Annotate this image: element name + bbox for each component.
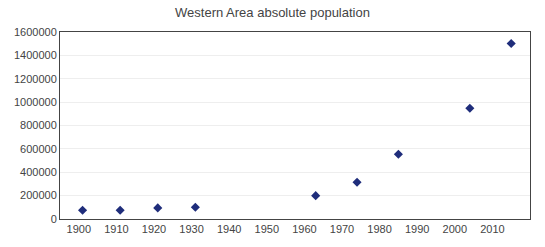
svg-text:1200000: 1200000	[14, 73, 57, 85]
svg-text:1980: 1980	[367, 223, 391, 235]
svg-text:1000000: 1000000	[14, 96, 57, 108]
svg-text:1950: 1950	[255, 223, 279, 235]
svg-text:1970: 1970	[330, 223, 354, 235]
svg-text:1400000: 1400000	[14, 49, 57, 61]
svg-text:2000: 2000	[443, 223, 467, 235]
svg-text:1930: 1930	[179, 223, 203, 235]
svg-text:1920: 1920	[142, 223, 166, 235]
svg-text:2010: 2010	[480, 223, 504, 235]
svg-text:200000: 200000	[20, 189, 57, 201]
svg-text:600000: 600000	[20, 143, 57, 155]
svg-text:1960: 1960	[292, 223, 316, 235]
svg-text:0: 0	[51, 213, 57, 225]
svg-text:1600000: 1600000	[14, 26, 57, 38]
svg-text:Western Area absolute populati: Western Area absolute population	[175, 5, 370, 20]
svg-text:1990: 1990	[405, 223, 429, 235]
svg-text:1900: 1900	[67, 223, 91, 235]
svg-text:800000: 800000	[20, 119, 57, 131]
svg-text:1910: 1910	[104, 223, 128, 235]
svg-text:400000: 400000	[20, 166, 57, 178]
svg-text:1940: 1940	[217, 223, 241, 235]
